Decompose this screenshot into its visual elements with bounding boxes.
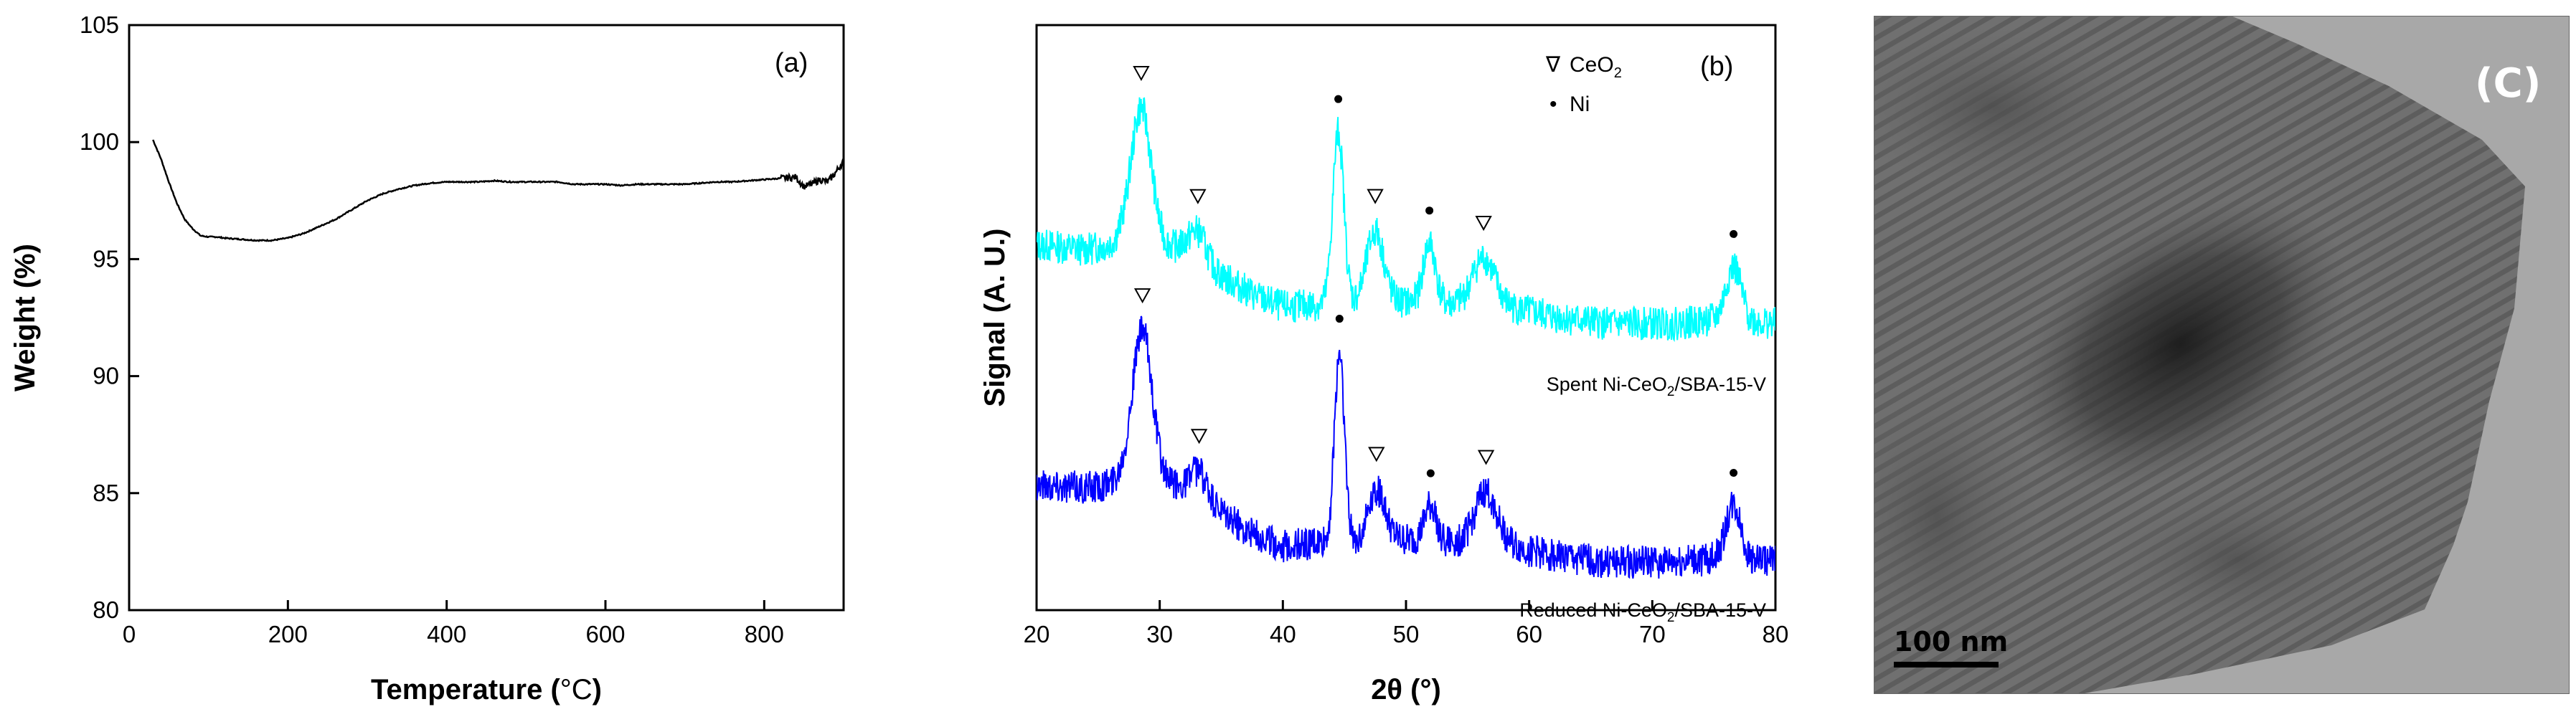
- tga-curve: [152, 139, 844, 242]
- xrd-chart: 20 30 40 50 60 70 80 (b) ∇ CeO2 • Ni Spent Ni-…: [979, 24, 1789, 705]
- spent-xrd-curve: [1037, 97, 1775, 343]
- xrd-axis-ticks: 20 30 40 50 60 70 80: [1024, 600, 1789, 647]
- ni-peak-marker: [1425, 206, 1434, 215]
- tga-y-axis-title: Weight (%): [9, 244, 41, 391]
- y-tick-label: 100: [80, 128, 119, 155]
- x-tick-label: 50: [1393, 621, 1420, 647]
- ceo2-peak-marker: [1477, 450, 1495, 465]
- legend-ni-label: Ni: [1570, 92, 1590, 116]
- ni-peak-marker: [1730, 229, 1738, 238]
- ni-peak-marker: [1730, 468, 1738, 477]
- x-tick-label: 70: [1639, 621, 1666, 647]
- x-tick-label: 0: [123, 621, 136, 647]
- ni-peak-marker: [1334, 95, 1343, 103]
- y-tick-label: 80: [93, 597, 119, 623]
- tem-dark-region-left: [1874, 373, 2044, 660]
- tem-dark-region: [2012, 197, 2349, 491]
- y-tick-label: 85: [93, 480, 119, 506]
- xrd-peak-markers: [1133, 65, 1738, 477]
- x-tick-label: 20: [1024, 621, 1050, 647]
- y-tick-label: 105: [80, 11, 119, 38]
- legend-ceo2-label: CeO2: [1570, 53, 1622, 81]
- x-tick-label: 800: [745, 621, 784, 647]
- degree-celsius-unit: °C: [560, 674, 593, 705]
- tem-micrograph: (C) 100 nm: [1874, 16, 2570, 694]
- xrd-series: [1037, 97, 1775, 579]
- scale-bar-label: 100 nm: [1894, 626, 2008, 657]
- tem-panel-label: (C): [2475, 60, 2541, 107]
- ceo2-peak-marker: [1367, 189, 1384, 204]
- series-label-reduced: Reduced Ni-CeO2/SBA-15-V: [1519, 599, 1766, 625]
- x-tick-label: 40: [1270, 621, 1296, 647]
- ni-peak-marker: [1335, 315, 1344, 323]
- ceo2-peak-marker: [1190, 429, 1208, 445]
- ceo2-peak-marker: [1189, 189, 1207, 204]
- ceo2-peak-marker: [1368, 447, 1385, 462]
- series-label-spent: Spent Ni-CeO2/SBA-15-V: [1547, 374, 1766, 399]
- ceo2-peak-marker: [1133, 65, 1150, 81]
- x-tick-label: 600: [585, 621, 625, 647]
- x-tick-label: 200: [268, 621, 308, 647]
- tga-axis-ticks: 0 200 400 600 800 80 85 90 95 100 105: [80, 11, 784, 647]
- xrd-legend: ∇ CeO2 • Ni: [1545, 53, 1622, 116]
- x-tick-label: 60: [1516, 621, 1542, 647]
- xrd-y-axis-title: Signal (A. U.): [979, 229, 1011, 407]
- tga-plot-frame: [128, 24, 845, 612]
- y-tick-label: 90: [93, 363, 119, 389]
- legend-ni-marker: •: [1549, 92, 1557, 116]
- x-tick-label: 30: [1146, 621, 1173, 647]
- x-tick-label: 400: [427, 621, 466, 647]
- tem-dark-region-top: [1874, 22, 2152, 194]
- panel-label-a: (a): [775, 48, 808, 78]
- tem-dark-region-bottom: [2095, 480, 2382, 638]
- xrd-plot-frame: [1035, 24, 1777, 612]
- tga-chart: 0 200 400 600 800 80 85 90 95 100 105 (a) Temperat…: [9, 11, 845, 705]
- scale-bar: [1894, 662, 1999, 667]
- x-tick-label: 80: [1763, 621, 1789, 647]
- ceo2-peak-marker: [1133, 288, 1151, 304]
- legend-ceo2-marker: ∇: [1545, 53, 1561, 77]
- reduced-xrd-curve: [1037, 315, 1775, 579]
- ni-peak-marker: [1426, 469, 1435, 477]
- tga-series: [152, 139, 844, 242]
- y-tick-label: 95: [93, 245, 119, 272]
- ceo2-peak-marker: [1475, 216, 1492, 232]
- panel-label-b: (b): [1700, 52, 1733, 82]
- xrd-x-axis-title: 2θ (°): [1371, 674, 1441, 705]
- tga-x-axis-title: Temperature (°C): [371, 674, 602, 705]
